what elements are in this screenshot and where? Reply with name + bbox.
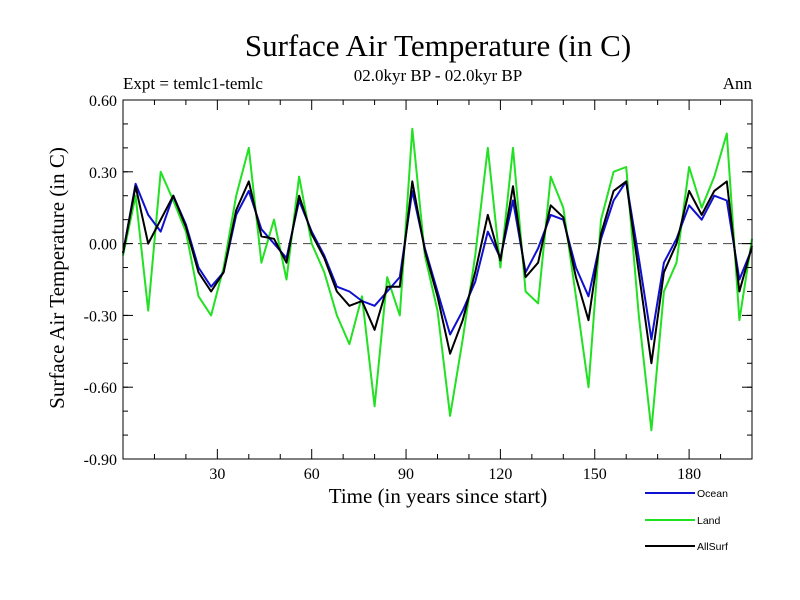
x-tick-label: 60 (304, 466, 320, 483)
legend-item-land: Land (645, 515, 721, 527)
y-tick-label: 0.60 (89, 93, 117, 110)
x-axis-label: Time (in years since start) (329, 484, 548, 508)
period-label: Ann (723, 74, 753, 93)
legend-label-allsurf: AllSurf (697, 541, 728, 553)
x-tick-label: 150 (583, 466, 607, 483)
y-axis-label: Surface Air Temperature (in C) (45, 147, 69, 409)
axes-layer: -0.90 -0.60 -0.30 0.00 0.30 0.60 30 60 90 120 150 1… (84, 93, 753, 483)
legend-item-allsurf: AllSurf (645, 541, 728, 553)
chart-title: Surface Air Temperature (in C) (245, 28, 631, 63)
y-tick-label: -0.60 (84, 380, 117, 397)
y-tick-label: 0.30 (89, 165, 117, 182)
series-layer (122, 127, 753, 432)
chart-subtitle: 02.0kyr BP - 02.0kyr BP (354, 66, 522, 85)
y-tick-label: -0.90 (84, 452, 117, 469)
legend: Ocean Land AllSurf (645, 488, 728, 553)
x-tick-label: 120 (488, 466, 512, 483)
legend-item-ocean: Ocean (645, 488, 728, 500)
y-tick-label: -0.30 (84, 308, 117, 325)
legend-label-ocean: Ocean (697, 488, 728, 500)
x-tick-label: 90 (398, 466, 414, 483)
series-line-allsurf (122, 180, 753, 365)
y-tick-label: 0.00 (89, 237, 117, 254)
x-tick-label: 30 (209, 466, 225, 483)
legend-label-land: Land (697, 515, 721, 527)
x-tick-label: 180 (677, 466, 701, 483)
experiment-label: Expt = temlc1-temlc (123, 74, 263, 93)
series-line-land (122, 127, 753, 432)
